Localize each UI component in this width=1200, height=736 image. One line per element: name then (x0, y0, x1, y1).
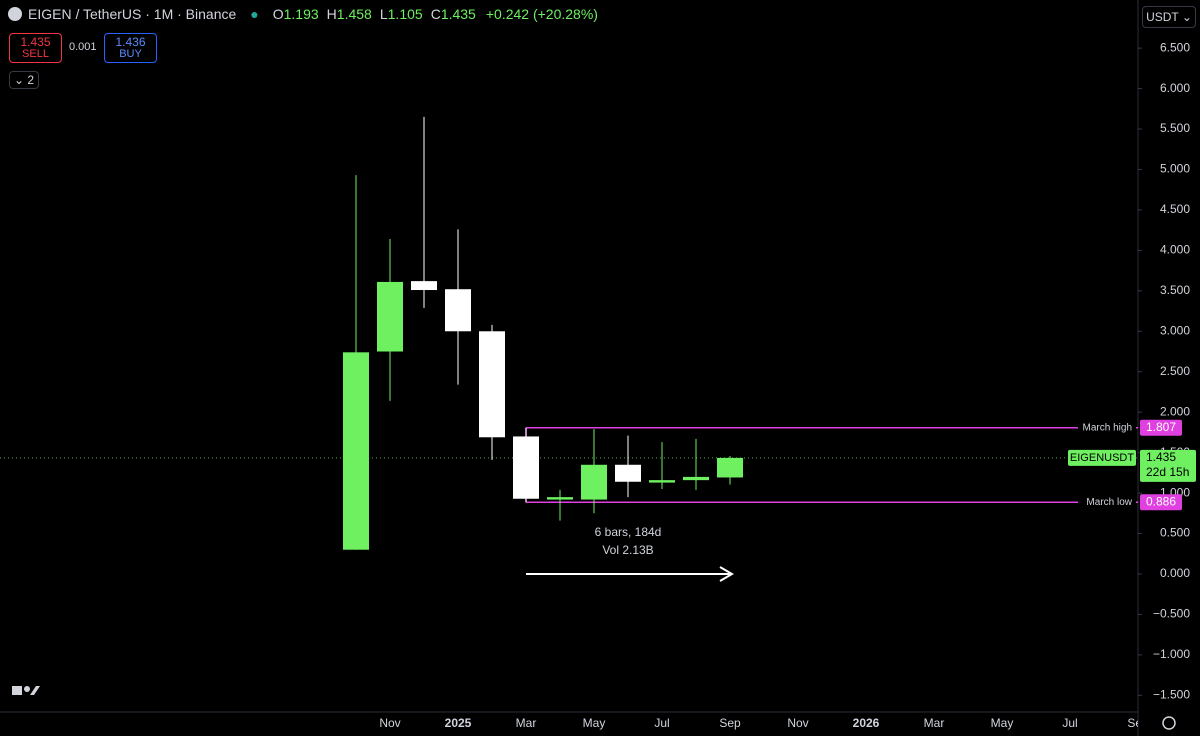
sell-button[interactable]: 1.435 SELL (9, 33, 62, 63)
measure-arrow-head (719, 566, 734, 582)
price-countdown: 22d 15h (1146, 465, 1189, 479)
indicator-count: 2 (27, 73, 35, 87)
candle-body (479, 331, 505, 438)
spread: 0.001 (69, 41, 97, 53)
annotation-value-bg (1140, 419, 1182, 436)
status-dot: ● (250, 6, 259, 22)
x-tick-label: Nov (787, 716, 808, 730)
measure-text: 6 bars, 184d (595, 525, 662, 539)
ohlc-key: O (272, 6, 284, 22)
y-tick-label: 6.000 (1160, 81, 1190, 95)
candle-body (343, 352, 369, 550)
price-value-bg (1140, 449, 1196, 482)
measure-volume: Vol 2.13B (602, 543, 653, 557)
x-tick-label: Jul (1062, 716, 1077, 730)
y-tick-label: 4.500 (1160, 202, 1190, 216)
candle-body (615, 464, 641, 482)
buy-label: BUY (119, 48, 142, 60)
ohlc-legend: O1.193 H1.458 L1.105 C1.435 (273, 6, 480, 22)
ohlc-value: 1.105 (387, 6, 423, 22)
ohlc-value: 1.458 (336, 6, 372, 22)
y-tick-label: 4.000 (1160, 243, 1190, 257)
header: EIGEN / TetherUS · 1M · Binance ● O1.193… (8, 6, 598, 22)
price-value: 1.435 (1146, 450, 1176, 464)
ohlc-key: L (379, 6, 388, 22)
y-tick-label: 5.500 (1160, 121, 1190, 135)
candle-body (581, 464, 607, 500)
x-tick-label: 2025 (445, 716, 472, 730)
tv-logo (12, 686, 40, 695)
candle-body (547, 497, 573, 500)
candle-body (683, 476, 709, 481)
ohlc-key: H (326, 6, 337, 22)
change: +0.242 (+20.28%) (485, 6, 598, 22)
y-tick-label: 2.000 (1160, 404, 1190, 418)
annotation-label-bg (1078, 420, 1136, 435)
annotation-label: March high (1083, 422, 1132, 433)
buy-price: 1.436 (115, 35, 146, 49)
indicators-toggle[interactable]: ⌄ 2 (9, 71, 39, 89)
y-tick-label: 2.500 (1160, 364, 1190, 378)
settings-icon[interactable] (1162, 716, 1176, 730)
x-tick-label: Sep (719, 716, 741, 730)
y-tick-label: 3.000 (1160, 323, 1190, 337)
y-tick-label: 0.000 (1160, 566, 1190, 580)
candle-body (411, 281, 437, 291)
currency: USDT (1146, 10, 1179, 24)
y-tick-label: 5.000 (1160, 162, 1190, 176)
candle-body (649, 480, 675, 483)
ohlc-value: 1.193 (283, 6, 319, 22)
symbol-title: EIGEN / TetherUS · 1M · Binance (28, 6, 237, 22)
x-tick-label: Sep (1127, 716, 1149, 730)
ohlc-key: C (430, 6, 441, 22)
annotation-label: March low (1086, 497, 1132, 508)
y-tick-label: −1.500 (1153, 688, 1190, 702)
candle-body (717, 457, 743, 478)
y-tick-label: 6.500 (1160, 40, 1190, 54)
candle-body (377, 281, 403, 352)
annotation-label-bg (1078, 495, 1136, 510)
price-symbol: EIGENUSDT (1070, 452, 1134, 464)
annotation-value: 0.886 (1146, 494, 1176, 508)
x-tick-label: May (991, 716, 1014, 730)
sell-price: 1.435 (20, 35, 51, 49)
sell-label: SELL (22, 48, 49, 60)
y-tick-label: −1.000 (1153, 647, 1190, 661)
currency-select[interactable]: USDT ⌄ (1142, 6, 1196, 28)
x-tick-label: Mar (516, 716, 537, 730)
annotation-value: 1.807 (1146, 420, 1176, 434)
y-tick-label: 0.500 (1160, 526, 1190, 540)
x-tick-label: 2026 (853, 716, 880, 730)
price-symbol-bg (1068, 449, 1136, 466)
x-tick-label: Mar (924, 716, 945, 730)
y-tick-label: −0.500 (1153, 607, 1190, 621)
buy-button[interactable]: 1.436 BUY (104, 33, 157, 63)
x-tick-label: Jul (654, 716, 669, 730)
x-tick-label: Nov (379, 716, 400, 730)
candle-body (513, 436, 539, 499)
candle-body (445, 289, 471, 332)
ohlc-value: 1.435 (440, 6, 476, 22)
x-tick-label: May (583, 716, 606, 730)
y-tick-label: 3.500 (1160, 283, 1190, 297)
annotation-value-bg (1140, 494, 1182, 511)
symbol-icon (8, 7, 22, 21)
